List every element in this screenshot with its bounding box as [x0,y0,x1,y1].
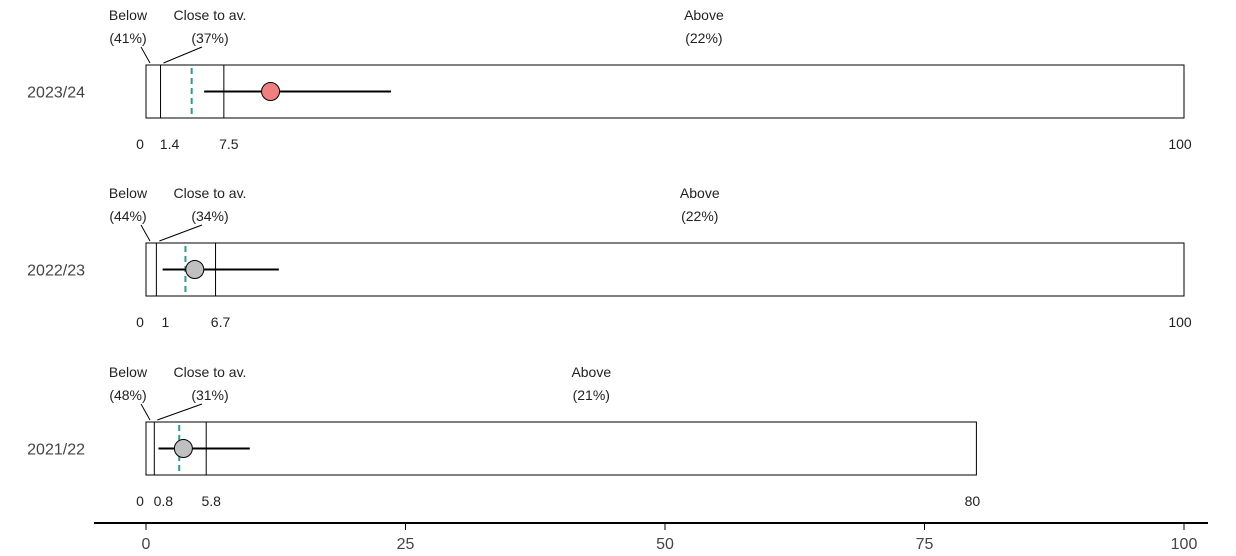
below-leader-line [140,403,151,421]
value-dot [173,439,193,458]
row-label: 2021/22 [27,442,85,459]
above-label: Above [680,185,720,201]
x-axis-tick-label: 0 [142,536,151,553]
x-axis-tick-label: 100 [1171,536,1198,553]
above-percent: (22%) [685,30,722,46]
row-label: 2023/24 [27,85,85,102]
close-leader-line [157,403,203,421]
range-box [145,242,1185,297]
above-percent: (22%) [681,208,718,224]
tick-label-max: 100 [1168,136,1192,152]
tick-label-upper: 5.8 [201,493,221,509]
x-axis-tick-label: 75 [916,536,934,553]
x-axis-tick-label: 25 [397,536,415,553]
tick-label-lower: 1.4 [160,136,180,152]
tick-label-max: 80 [965,493,981,509]
below-label: Below [109,185,148,201]
close-percent: (31%) [191,387,228,403]
below-percent: (44%) [109,208,146,224]
tick-label-lower: 0.8 [154,493,174,509]
close-leader-line [159,224,203,242]
below-leader-line [140,224,151,242]
tick-label-zero: 0 [136,314,144,330]
tick-label-zero: 0 [136,136,144,152]
above-percent: (21%) [573,387,610,403]
tick-label-zero: 0 [136,493,144,509]
above-label: Above [684,7,724,23]
value-dot [185,260,205,279]
row-label: 2022/23 [27,263,85,280]
x-axis-tick-label: 50 [656,536,674,553]
tick-label-upper: 7.5 [219,136,239,152]
below-leader-line [140,46,151,64]
below-label: Below [109,7,148,23]
tick-label-max: 100 [1168,314,1192,330]
close-label: Close to av. [174,7,247,23]
above-label: Above [571,364,611,380]
close-percent: (37%) [191,30,228,46]
range-box [145,421,977,476]
close-leader-line [163,46,203,64]
value-dot [261,82,281,101]
below-percent: (48%) [109,387,146,403]
tick-label-lower: 1 [161,314,169,330]
below-label: Below [109,364,148,380]
close-label: Close to av. [174,185,247,201]
below-percent: (41%) [109,30,146,46]
tick-label-upper: 6.7 [211,314,231,330]
close-percent: (34%) [191,208,228,224]
close-label: Close to av. [174,364,247,380]
